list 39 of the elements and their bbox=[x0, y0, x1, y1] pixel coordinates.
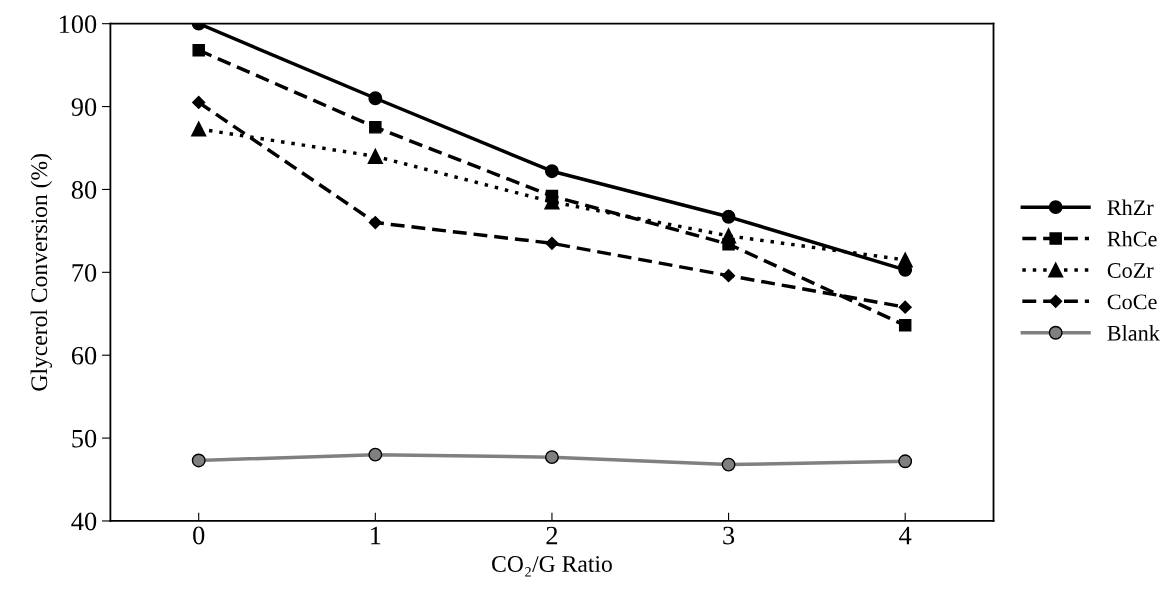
y-tick-label: 40 bbox=[71, 512, 97, 531]
y-tick-label: 80 bbox=[71, 181, 97, 199]
legend-label: Blank bbox=[1107, 325, 1160, 341]
point bbox=[192, 43, 205, 57]
point bbox=[191, 121, 207, 137]
x-tick-label: 2 bbox=[546, 526, 558, 545]
y-tick-label: 70 bbox=[72, 263, 97, 282]
legend-label: CoCe bbox=[1107, 294, 1157, 310]
legend-label: RhZr bbox=[1107, 199, 1154, 215]
x-axis-title: CO₂/G Ratio bbox=[492, 556, 612, 577]
legend-label: CoZr bbox=[1107, 263, 1154, 278]
point bbox=[721, 457, 736, 472]
point bbox=[721, 209, 736, 224]
y-tick-label: 100 bbox=[59, 15, 97, 34]
point bbox=[368, 91, 383, 106]
y-tick-label: 90 bbox=[71, 98, 97, 116]
point bbox=[897, 252, 913, 268]
point bbox=[720, 228, 737, 244]
y-tick-label: 60 bbox=[71, 346, 97, 365]
x-tick-label: 1 bbox=[371, 526, 381, 545]
point bbox=[368, 447, 383, 462]
point bbox=[898, 319, 912, 332]
point bbox=[369, 121, 382, 134]
point bbox=[192, 95, 206, 110]
x-tick-label: 3 bbox=[723, 526, 735, 545]
point bbox=[721, 269, 736, 283]
point bbox=[898, 454, 913, 469]
point bbox=[191, 453, 206, 468]
y-tick-label: 50 bbox=[72, 429, 97, 448]
point bbox=[367, 148, 383, 164]
point bbox=[898, 300, 912, 314]
point bbox=[545, 236, 559, 250]
legend-label: RhCe bbox=[1107, 230, 1157, 247]
point bbox=[545, 164, 559, 179]
point bbox=[545, 450, 559, 465]
y-axis-title: Glycerol Conversion (%) bbox=[30, 154, 53, 391]
point bbox=[368, 216, 382, 230]
x-tick-label: 4 bbox=[899, 526, 912, 545]
x-tick-label: 0 bbox=[193, 526, 205, 545]
